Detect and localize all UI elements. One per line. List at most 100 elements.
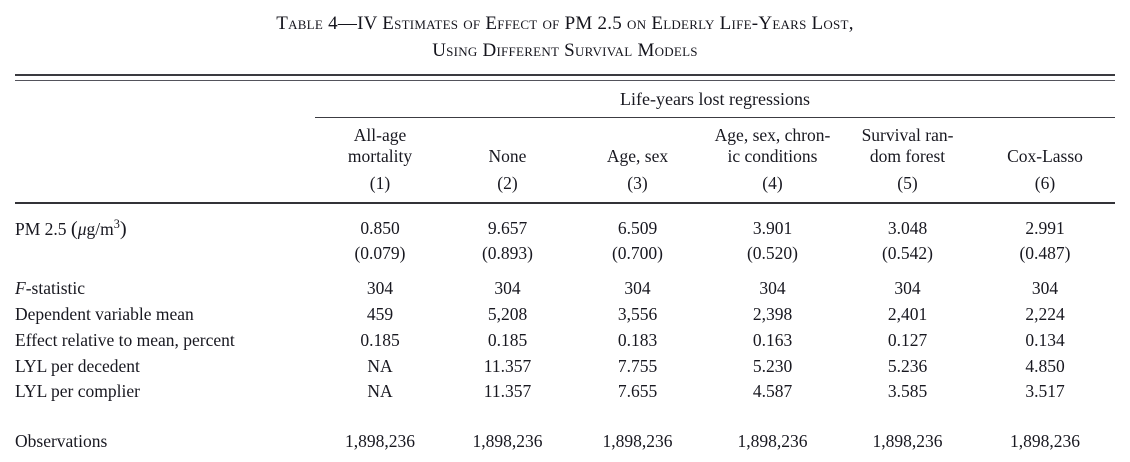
- table-title-line1: Table 4—IV Estimates of Effect of PM 2.5…: [276, 13, 854, 34]
- stat-cell: 5.236: [887, 355, 928, 376]
- stat-cell: 0.163: [752, 329, 793, 350]
- stat-cell: 4.850: [1025, 355, 1065, 376]
- f-statistic-label-rest: -statistic: [25, 278, 85, 299]
- pm25-label-pre: PM 2.5: [15, 218, 71, 239]
- stat-cell: 4.587: [752, 381, 793, 402]
- stat-cell: NA: [367, 355, 393, 376]
- column-header-6-number: (6): [1034, 172, 1056, 193]
- stat-cell: 3,556: [617, 304, 658, 325]
- spanner-row: Life-years lost regressions: [15, 80, 1116, 118]
- column-header-spacer: [15, 117, 315, 204]
- pm25-label-superscript: 3: [113, 216, 120, 231]
- std-error-cell: (0.700): [611, 243, 664, 264]
- std-error-cell: (0.487): [1019, 243, 1071, 264]
- std-error-cell: (0.079): [354, 243, 406, 264]
- std-error-cell: (0.520): [746, 243, 799, 264]
- column-header-3-number: (3): [627, 172, 648, 193]
- column-header-5-number: (5): [897, 172, 918, 193]
- estimate-cell: 6.509: [617, 218, 658, 239]
- stat-cell: 0.185: [360, 329, 400, 350]
- stat-cell: 304: [624, 278, 651, 299]
- observations-cell: 1,898,236: [345, 430, 415, 451]
- observations-cell: 1,898,236: [737, 430, 808, 451]
- stat-cell: NA: [367, 381, 393, 402]
- observations-label: Observations: [15, 430, 108, 451]
- column-header-3-label: Age, sex: [606, 146, 669, 167]
- spanner-header: Life-years lost regressions: [315, 80, 1116, 118]
- estimate-cell: 3.048: [887, 218, 928, 239]
- stat-cell: 2,401: [887, 304, 928, 325]
- stat-cell: 304: [1031, 278, 1059, 299]
- f-statistic-row: F-statistic 304 304 304 304 304 304: [15, 276, 1115, 302]
- top-double-rule: [15, 73, 1115, 81]
- stat-cell: 0.127: [887, 329, 928, 350]
- row-label: Effect relative to mean, percent: [15, 329, 235, 350]
- stat-cell: 3.585: [887, 381, 928, 402]
- column-header-1-label: All-age mortality: [347, 124, 413, 167]
- stat-cell: 2,398: [752, 304, 793, 325]
- estimate-cell: 3.901: [752, 218, 793, 239]
- column-header-3: Age, sex (3): [570, 117, 705, 204]
- stat-cell: 2,224: [1025, 304, 1065, 325]
- observations-cell: 1,898,236: [472, 430, 543, 451]
- pm25-label-mu: μ: [77, 218, 87, 239]
- stat-cell: 0.183: [617, 329, 658, 350]
- column-header-6: Cox-Lasso (6): [975, 117, 1116, 204]
- column-header-1-number: (1): [369, 172, 391, 193]
- stat-cell: 5,208: [487, 304, 528, 325]
- row-label: LYL per decedent: [15, 355, 140, 376]
- column-header-5: Survival ran- dom forest (5): [840, 117, 975, 204]
- column-header-4: Age, sex, chron- ic conditions (4): [705, 117, 840, 204]
- column-header-1: All-age mortality (1): [315, 117, 445, 204]
- table-title: Table 4—IV Estimates of Effect of PM 2.5…: [0, 0, 1130, 65]
- column-header-2: None (2): [445, 117, 570, 204]
- standard-error-row: (0.079) (0.893) (0.700) (0.520) (0.542) …: [15, 242, 1115, 276]
- standard-error-row-spacer: [15, 242, 315, 276]
- stat-cell: 7.755: [617, 355, 658, 376]
- f-statistic-label-italic: F: [15, 278, 26, 299]
- column-header-2-number: (2): [497, 172, 518, 193]
- lyl-per-decedent-row: LYL per decedent NA 11.357 7.755 5.230 5…: [15, 353, 1115, 379]
- column-header-2-label: None: [488, 146, 527, 167]
- f-statistic-label: F-statistic: [15, 276, 315, 302]
- pm25-label-close-paren: ): [119, 217, 127, 240]
- effect-relative-to-mean-row: Effect relative to mean, percent 0.185 0…: [15, 327, 1115, 353]
- observations-cell: 1,898,236: [1010, 430, 1080, 451]
- stat-cell: 11.357: [483, 381, 532, 402]
- column-header-6-label: Cox-Lasso: [1007, 146, 1083, 167]
- pm25-label-unit: g/m: [86, 218, 114, 239]
- stat-cell: 304: [759, 278, 786, 299]
- lyl-per-complier-row: LYL per complier NA 11.357 7.655 4.587 3…: [15, 379, 1115, 405]
- stat-cell: 304: [494, 278, 521, 299]
- observations-cell: 1,898,236: [872, 430, 943, 451]
- stat-cell: 304: [366, 278, 394, 299]
- stat-cell: 459: [366, 304, 394, 325]
- coefficient-row-label: PM 2.5 (μg/m3): [15, 203, 315, 243]
- column-header-5-label: Survival ran- dom forest: [861, 124, 954, 167]
- observations-cell: 1,898,236: [602, 430, 673, 451]
- stat-cell: 11.357: [483, 355, 532, 376]
- stat-cell: 5.230: [752, 355, 793, 376]
- estimate-cell: 9.657: [487, 218, 528, 239]
- stat-cell: 0.185: [487, 329, 528, 350]
- observations-row: Observations 1,898,236 1,898,236 1,898,2…: [15, 405, 1115, 462]
- row-label: LYL per complier: [15, 381, 140, 402]
- column-header-4-number: (4): [762, 172, 783, 193]
- std-error-cell: (0.542): [881, 243, 934, 264]
- estimate-cell: 0.850: [360, 218, 400, 239]
- table-4: Life-years lost regressions All-age mort…: [15, 73, 1116, 462]
- table-title-line2: Using Different Survival Models: [432, 39, 698, 61]
- spanner-spacer: [15, 81, 315, 118]
- estimate-cell: 2.991: [1025, 218, 1065, 239]
- stat-cell: 0.134: [1025, 329, 1065, 350]
- stat-cell: 304: [894, 278, 921, 299]
- dependent-variable-mean-row: Dependent variable mean 459 5,208 3,556 …: [15, 302, 1115, 328]
- estimates-table: Life-years lost regressions All-age mort…: [15, 80, 1116, 462]
- stat-cell: 7.655: [617, 381, 658, 402]
- std-error-cell: (0.893): [481, 243, 534, 264]
- row-label: Dependent variable mean: [15, 304, 194, 325]
- column-header-row: All-age mortality (1) None (2) Age, sex …: [15, 117, 1116, 204]
- column-header-4-label: Age, sex, chron- ic conditions: [714, 124, 831, 167]
- coefficient-row: PM 2.5 (μg/m3) 0.850 9.657 6.509 3.901 3…: [15, 203, 1115, 243]
